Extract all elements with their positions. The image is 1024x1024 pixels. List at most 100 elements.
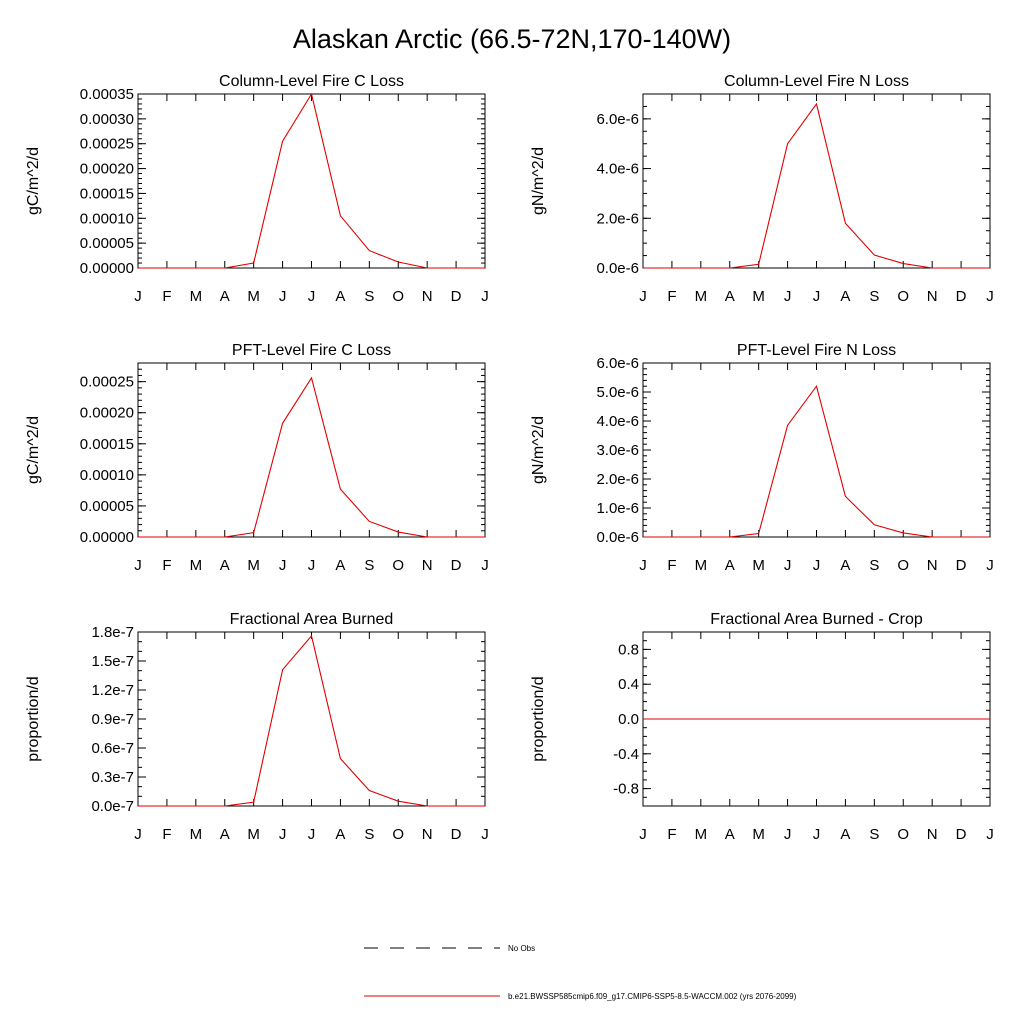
legend: No Obs b.e21.BWSSP585cmip6.f09_g17.CMIP6… (364, 944, 797, 1001)
y-tick-label: 3.0e-6 (596, 442, 639, 459)
y-tick-label: 2.0e-6 (596, 210, 639, 227)
x-tick-label: S (869, 826, 879, 843)
y-axis-label: gC/m^2/d (25, 147, 42, 215)
x-tick-label: J (481, 826, 489, 843)
x-tick-label: J (813, 826, 821, 843)
y-tick-label: 1.5e-7 (91, 653, 134, 670)
y-tick-label: 0.0e-7 (91, 798, 134, 815)
y-tick-label: 0.00015 (80, 185, 134, 202)
x-tick-label: J (308, 288, 316, 305)
y-tick-label: 0.00025 (80, 136, 134, 153)
y-tick-label: 0.00005 (80, 235, 134, 252)
x-tick-label: A (840, 557, 850, 574)
x-tick-label: F (162, 557, 171, 574)
y-tick-label: 0.00005 (80, 498, 134, 515)
x-tick-label: S (364, 826, 374, 843)
y-tick-label: 0.0e-6 (596, 529, 639, 546)
x-tick-label: N (422, 557, 433, 574)
y-tick-label: 0.8 (618, 641, 639, 658)
y-axis-label: gN/m^2/d (530, 147, 547, 215)
series-line-model (138, 376, 485, 538)
series-line-model (138, 634, 485, 807)
y-tick-label: 1.0e-6 (596, 500, 639, 517)
x-tick-label: M (190, 288, 203, 305)
x-tick-label: N (927, 557, 938, 574)
x-tick-label: D (956, 288, 967, 305)
y-tick-label: 6.0e-6 (596, 355, 639, 372)
y-tick-label: 0.0e-6 (596, 260, 639, 277)
y-tick-label: 0.4 (618, 676, 639, 693)
x-tick-label: S (364, 288, 374, 305)
series-line-model (138, 92, 485, 269)
x-tick-label: D (451, 557, 462, 574)
chart-title: Fractional Area Burned (230, 611, 394, 628)
plot-frame (137, 631, 486, 807)
y-axis-label: gC/m^2/d (25, 416, 42, 484)
x-tick-label: J (134, 288, 142, 305)
y-tick-label: 5.0e-6 (596, 384, 639, 401)
x-tick-label: D (956, 557, 967, 574)
y-axis-label: proportion/d (25, 676, 42, 761)
x-tick-label: M (247, 557, 260, 574)
x-tick-label: A (220, 826, 230, 843)
figure-title: Alaskan Arctic (66.5-72N,170-140W) (293, 24, 731, 54)
x-tick-label: A (725, 288, 735, 305)
x-tick-label: A (725, 826, 735, 843)
y-tick-label: 0.00020 (80, 405, 134, 422)
x-tick-label: A (725, 557, 735, 574)
x-tick-label: J (134, 557, 142, 574)
x-tick-label: J (784, 826, 792, 843)
x-tick-label: A (335, 288, 345, 305)
plot-frame (137, 362, 486, 538)
x-tick-label: M (695, 288, 708, 305)
chart-title: PFT-Level Fire N Loss (737, 342, 896, 359)
x-tick-label: O (897, 557, 909, 574)
y-tick-label: 6.0e-6 (596, 111, 639, 128)
chart-title: Column-Level Fire N Loss (724, 73, 909, 90)
x-tick-label: O (897, 826, 909, 843)
x-tick-label: M (752, 826, 765, 843)
x-tick-label: J (308, 826, 316, 843)
x-tick-label: M (190, 557, 203, 574)
x-tick-label: M (695, 557, 708, 574)
y-tick-label: 0.00010 (80, 467, 134, 484)
x-tick-label: J (986, 826, 994, 843)
y-tick-label: 1.2e-7 (91, 682, 134, 699)
x-tick-label: D (451, 826, 462, 843)
plot-frame (642, 93, 991, 269)
y-tick-label: 0.00000 (80, 529, 134, 546)
y-tick-label: 0.00020 (80, 161, 134, 178)
x-tick-label: J (639, 557, 647, 574)
x-tick-label: M (752, 288, 765, 305)
x-tick-label: A (840, 826, 850, 843)
x-tick-label: S (869, 557, 879, 574)
x-tick-label: S (869, 288, 879, 305)
x-tick-label: M (247, 288, 260, 305)
y-tick-label: 0.00000 (80, 260, 134, 277)
x-tick-label: M (247, 826, 260, 843)
x-tick-label: J (308, 557, 316, 574)
x-tick-label: O (392, 826, 404, 843)
x-tick-label: F (162, 288, 171, 305)
x-tick-label: J (279, 288, 287, 305)
chart-title: PFT-Level Fire C Loss (232, 342, 391, 359)
legend-obs-label: No Obs (508, 944, 535, 953)
y-tick-label: 0.00035 (80, 86, 134, 103)
x-tick-label: F (162, 826, 171, 843)
x-tick-label: F (667, 557, 676, 574)
x-tick-label: A (220, 288, 230, 305)
x-tick-label: J (813, 557, 821, 574)
x-tick-label: N (927, 288, 938, 305)
x-tick-label: S (364, 557, 374, 574)
y-tick-label: 1.8e-7 (91, 624, 134, 641)
x-tick-label: J (481, 288, 489, 305)
x-tick-label: M (695, 826, 708, 843)
x-tick-label: A (335, 557, 345, 574)
